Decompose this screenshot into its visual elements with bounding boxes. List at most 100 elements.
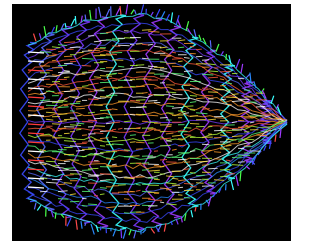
image — [0, 0, 297, 245]
rung — [136, 44, 143, 45]
rung — [142, 170, 149, 171]
rung — [88, 50, 100, 51]
rung — [130, 142, 136, 143]
rung — [112, 129, 116, 130]
rung — [124, 150, 130, 151]
rung — [88, 148, 96, 149]
rung — [160, 167, 164, 168]
rung — [112, 137, 117, 138]
rung — [124, 121, 131, 122]
rung — [208, 77, 218, 78]
rung — [202, 74, 213, 75]
edge-spike — [75, 16, 76, 24]
rung — [160, 118, 168, 119]
rung — [178, 195, 182, 196]
rung — [238, 78, 244, 79]
rung — [184, 198, 190, 199]
rung — [190, 89, 199, 90]
rung — [82, 65, 91, 66]
rung — [244, 103, 250, 104]
rung — [244, 139, 254, 140]
rung — [130, 86, 136, 87]
rung — [46, 161, 56, 162]
rung — [154, 88, 163, 89]
rung — [184, 128, 191, 129]
rung — [226, 104, 232, 105]
rung — [142, 114, 147, 115]
rung — [160, 160, 167, 161]
rung — [142, 156, 153, 157]
rung — [142, 128, 153, 129]
rung — [58, 51, 65, 52]
rung — [178, 61, 183, 62]
rung — [178, 90, 189, 91]
rung — [76, 108, 85, 109]
rung — [46, 112, 56, 113]
rung — [76, 186, 85, 187]
rung — [226, 83, 232, 84]
rung — [148, 122, 158, 123]
rung — [70, 111, 75, 112]
rung — [250, 95, 258, 96]
rung — [76, 52, 84, 53]
rung — [232, 157, 242, 158]
rung — [178, 47, 184, 48]
rung — [124, 94, 129, 95]
rung — [118, 185, 126, 186]
page: (() => { const data = JSON.parse(documen… — [0, 0, 297, 245]
rung — [220, 71, 231, 72]
rung — [178, 104, 185, 105]
rung — [64, 42, 75, 43]
rung — [118, 45, 130, 46]
rung — [172, 59, 181, 60]
rung — [256, 106, 265, 107]
rung — [100, 90, 104, 91]
rung — [172, 66, 184, 67]
rung — [64, 77, 69, 78]
rung — [166, 126, 171, 127]
rung — [58, 128, 66, 129]
rung — [82, 170, 92, 171]
rung — [106, 40, 118, 41]
rung — [202, 144, 209, 145]
rung — [82, 135, 87, 136]
rung — [94, 98, 101, 99]
rung — [100, 76, 112, 77]
rung — [88, 190, 93, 191]
rung — [94, 118, 104, 119]
rung — [94, 41, 101, 42]
rung — [142, 163, 149, 164]
rung — [112, 88, 118, 89]
rung — [148, 199, 154, 200]
rung — [202, 60, 209, 61]
rung — [238, 120, 244, 121]
rung — [226, 160, 230, 161]
rung — [214, 180, 224, 181]
rung — [184, 113, 189, 114]
rung — [100, 55, 112, 56]
rung — [112, 95, 117, 96]
rung — [196, 175, 205, 176]
rung — [148, 66, 157, 67]
rung — [214, 152, 221, 153]
rung — [106, 117, 112, 118]
rung — [160, 131, 165, 132]
rung — [70, 174, 82, 175]
rung — [256, 135, 267, 136]
rung — [76, 143, 87, 144]
rung — [166, 189, 172, 190]
rung — [82, 58, 94, 59]
rung — [184, 184, 194, 185]
rung — [130, 58, 135, 59]
rung — [202, 186, 214, 187]
rung — [166, 99, 176, 100]
rung — [88, 204, 97, 205]
rung — [124, 213, 130, 214]
rung — [190, 187, 197, 188]
rung — [202, 95, 213, 96]
rung — [208, 92, 218, 93]
rung — [160, 188, 169, 189]
rung — [226, 90, 234, 91]
rung — [202, 109, 210, 110]
rung — [130, 135, 136, 136]
